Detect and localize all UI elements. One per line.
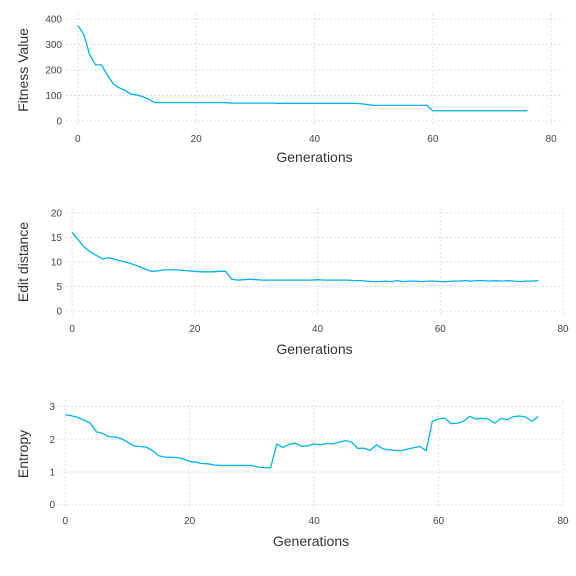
y-tick-label: 15 (51, 233, 63, 244)
x-tick-label: 40 (309, 134, 321, 145)
x-tick-label: 20 (184, 516, 196, 527)
x-tick-label: 60 (435, 324, 447, 335)
series-line (71, 232, 539, 283)
y-tick-label: 1 (49, 468, 55, 479)
y-tick-label: 400 (45, 15, 62, 26)
x-tick-label: 40 (309, 516, 321, 527)
x-tick-label: 80 (546, 134, 558, 145)
chart-panel-1: 0 20 40 60 80 0 100 200 300 400 Generations Fitness… (15, 14, 563, 165)
x-axis-label: Generations (276, 341, 352, 357)
y-tick-label: 5 (56, 282, 62, 293)
x-tick-label: 20 (189, 324, 201, 335)
x-tick-label: 20 (191, 134, 203, 145)
x-tick-label: 0 (75, 134, 81, 145)
y-tick-label: 100 (45, 91, 62, 102)
y-tick-label: 200 (45, 66, 62, 77)
x-tick-label: 40 (312, 324, 324, 335)
y-tick-label: 10 (51, 258, 63, 269)
y-axis-label: Fitness Value (15, 28, 31, 112)
chart-panel-3: 0 20 40 60 80 0 1 2 3 Generations Entropy (15, 400, 569, 549)
x-tick-label: 0 (69, 324, 75, 335)
y-tick-label: 0 (56, 116, 62, 127)
y-tick-label: 3 (49, 402, 55, 413)
series-line (65, 414, 539, 469)
y-axis-label: Edit distance (15, 222, 31, 302)
x-tick-label: 60 (427, 134, 439, 145)
x-tick-label: 80 (557, 324, 569, 335)
x-tick-label: 80 (557, 516, 569, 527)
x-axis-label: Generations (273, 533, 349, 549)
x-tick-label: 0 (62, 516, 68, 527)
y-axis-label: Entropy (15, 430, 31, 478)
y-tick-label: 300 (45, 40, 62, 51)
y-tick-label: 20 (51, 208, 63, 219)
y-tick-label: 0 (49, 500, 55, 511)
chart-panel-2: 0 20 40 60 80 0 5 10 15 20 Generations Edit distanc… (15, 208, 569, 357)
y-tick-label: 2 (49, 435, 55, 446)
x-tick-label: 60 (433, 516, 445, 527)
series-line (77, 25, 528, 112)
y-tick-label: 0 (56, 307, 62, 318)
x-axis-label: Generations (276, 149, 352, 165)
